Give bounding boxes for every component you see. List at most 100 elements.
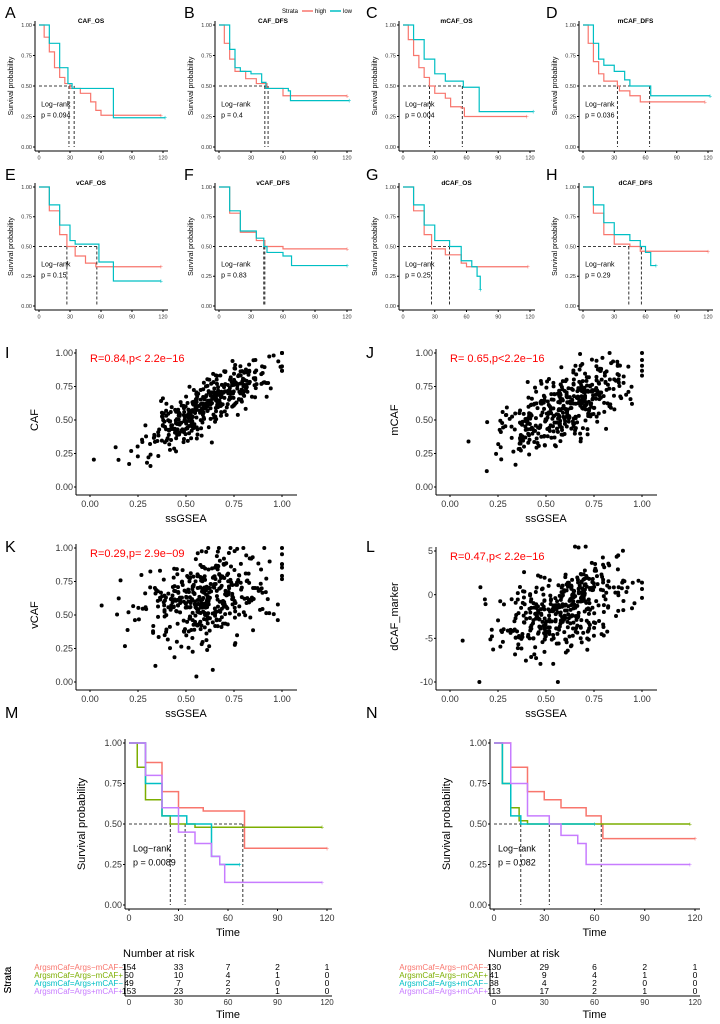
scatter-points bbox=[91, 351, 284, 468]
scatter-point bbox=[616, 585, 621, 590]
scatter-point bbox=[215, 624, 220, 629]
scatter-point bbox=[247, 362, 252, 367]
scatter-point bbox=[568, 621, 573, 626]
panel-title: vCAF_OS bbox=[76, 180, 107, 187]
scatter-point bbox=[519, 605, 524, 610]
risk-x-tick-label: 30 bbox=[174, 998, 183, 1007]
scatter-point bbox=[460, 638, 465, 643]
scatter-point bbox=[260, 371, 265, 376]
scatter-point bbox=[521, 444, 526, 449]
scatter-point bbox=[585, 629, 590, 634]
scatter-point bbox=[174, 639, 179, 644]
scatter-point bbox=[630, 580, 635, 585]
scatter-point bbox=[640, 358, 644, 363]
scatter-point bbox=[253, 377, 258, 382]
censor-mark: + bbox=[347, 98, 351, 105]
y-tick-label: 0.75 bbox=[201, 53, 212, 59]
scatter-point bbox=[264, 611, 269, 616]
x-tick-label: 90 bbox=[129, 156, 135, 162]
scatter-point bbox=[528, 403, 533, 408]
scatter-point bbox=[626, 389, 631, 394]
scatter-point bbox=[585, 432, 590, 437]
scatter-point bbox=[545, 434, 550, 439]
scatter-point bbox=[602, 373, 607, 378]
scatter-point bbox=[213, 613, 218, 618]
x-tick-label: 120 bbox=[703, 315, 712, 321]
y-tick-label: 0.75 bbox=[21, 53, 32, 59]
scatter-point bbox=[172, 655, 177, 660]
scatter-point bbox=[208, 416, 213, 421]
scatter-point bbox=[536, 573, 541, 578]
y-tick-label: 0.25 bbox=[385, 274, 396, 280]
scatter-point bbox=[205, 647, 210, 652]
scatter-point bbox=[532, 401, 537, 406]
y-tick-label: 0.50 bbox=[385, 244, 396, 250]
scatter-point bbox=[545, 399, 550, 404]
censor-mark: + bbox=[688, 822, 692, 829]
y-tick-label: 1.00 bbox=[565, 185, 576, 191]
scatter-points bbox=[460, 544, 644, 684]
risk-count: 2 bbox=[226, 978, 231, 988]
panel-M: M0.000.250.500.751.000 30 60 90 120Survival … bbox=[3, 705, 335, 1021]
scatter-point bbox=[235, 382, 240, 387]
panel-N: N0.000.250.500.751.000 30 60 90 120Survival … bbox=[3, 705, 703, 1021]
scatter-point bbox=[152, 586, 157, 591]
x-tick-label: 0.00 bbox=[441, 499, 459, 509]
scatter-point bbox=[173, 589, 178, 594]
scatter-point bbox=[555, 631, 560, 636]
scatter-point bbox=[559, 432, 564, 437]
scatter-point bbox=[538, 661, 543, 666]
scatter-point bbox=[621, 608, 626, 613]
scatter-point bbox=[213, 405, 218, 410]
risk-x-tick-label: 30 bbox=[540, 998, 549, 1007]
logrank-label: Log−rank bbox=[41, 102, 71, 109]
scatter-point bbox=[156, 614, 161, 619]
scatter-point bbox=[620, 548, 625, 553]
scatter-point bbox=[529, 655, 534, 660]
y-tick-label: 0.00 bbox=[565, 304, 576, 310]
scatter-point bbox=[197, 585, 202, 590]
scatter-point bbox=[168, 607, 173, 612]
scatter-point bbox=[206, 602, 211, 607]
risk-strata-label: ArgsmCaf=Args−mCAF+ bbox=[399, 971, 488, 980]
scatter-point bbox=[563, 650, 568, 655]
scatter-point bbox=[180, 427, 185, 432]
censor-mark: + bbox=[159, 264, 163, 271]
scatter-point bbox=[593, 396, 598, 401]
scatter-point bbox=[231, 391, 236, 396]
scatter-point bbox=[556, 583, 561, 588]
scatter-point bbox=[536, 631, 541, 636]
risk-x-axis-label: Time bbox=[582, 1009, 606, 1021]
scatter-point bbox=[604, 369, 609, 374]
scatter-point bbox=[280, 368, 284, 373]
scatter-point bbox=[513, 635, 518, 640]
x-tick-label: 0.50 bbox=[177, 694, 195, 704]
scatter-point bbox=[161, 411, 166, 416]
scatter-point bbox=[162, 608, 167, 613]
scatter-point bbox=[542, 637, 547, 642]
scatter-point bbox=[174, 417, 179, 422]
y-tick-label: 0.50 bbox=[55, 415, 73, 425]
scatter-point bbox=[207, 644, 212, 649]
scatter-point bbox=[549, 637, 554, 642]
scatter-point bbox=[560, 397, 565, 402]
y-tick-label: 0 bbox=[428, 590, 433, 600]
scatter-point bbox=[207, 377, 212, 382]
scatter-point bbox=[617, 363, 622, 368]
risk-count: 4 bbox=[542, 978, 547, 988]
scatter-point bbox=[513, 600, 518, 605]
scatter-point bbox=[559, 365, 564, 370]
y-tick-label: 0.00 bbox=[21, 145, 32, 151]
survival-curve-1 bbox=[403, 24, 527, 118]
scatter-point bbox=[579, 580, 584, 585]
scatter-point bbox=[193, 599, 198, 604]
scatter-point bbox=[575, 599, 580, 604]
scatter-point bbox=[135, 444, 140, 449]
scatter-point bbox=[158, 590, 163, 595]
scatter-point bbox=[513, 411, 518, 416]
x-axis-label: ssGSEA bbox=[525, 708, 567, 720]
scatter-point bbox=[558, 597, 563, 602]
y-axis-label: Survival probability bbox=[76, 777, 88, 870]
scatter-point bbox=[220, 402, 225, 407]
